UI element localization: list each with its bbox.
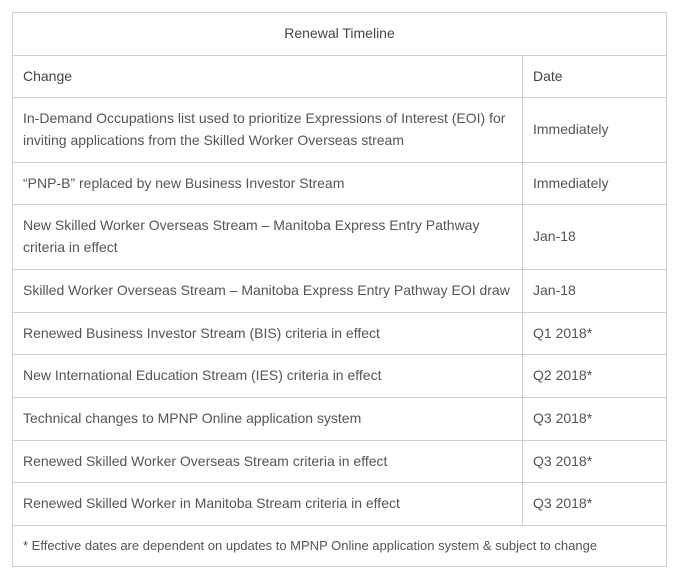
table-row: “PNP-B” replaced by new Business Investo… [13,162,667,205]
cell-change: Renewed Skilled Worker Overseas Stream c… [13,440,523,483]
renewal-timeline-table: Renewal Timeline Change Date In-Demand O… [12,12,667,567]
cell-change: In-Demand Occupations list used to prior… [13,98,523,162]
cell-date: Jan-18 [523,205,667,269]
table-row: In-Demand Occupations list used to prior… [13,98,667,162]
table-row: Technical changes to MPNP Online applica… [13,397,667,440]
table-row: Renewed Skilled Worker Overseas Stream c… [13,440,667,483]
table-row: New Skilled Worker Overseas Stream – Man… [13,205,667,269]
cell-date: Q3 2018* [523,483,667,526]
table-row: Renewed Business Investor Stream (BIS) c… [13,312,667,355]
cell-date: Immediately [523,162,667,205]
table-row: Skilled Worker Overseas Stream – Manitob… [13,269,667,312]
table-row: Renewed Skilled Worker in Manitoba Strea… [13,483,667,526]
cell-change: “PNP-B” replaced by new Business Investo… [13,162,523,205]
table-footnote: * Effective dates are dependent on updat… [13,525,667,566]
cell-date: Q3 2018* [523,397,667,440]
table-title: Renewal Timeline [13,13,667,56]
cell-change: New Skilled Worker Overseas Stream – Man… [13,205,523,269]
cell-date: Immediately [523,98,667,162]
table-footnote-row: * Effective dates are dependent on updat… [13,525,667,566]
column-header-date: Date [523,55,667,98]
cell-change: Renewed Skilled Worker in Manitoba Strea… [13,483,523,526]
cell-date: Q2 2018* [523,355,667,398]
cell-date: Jan-18 [523,269,667,312]
cell-change: New International Education Stream (IES)… [13,355,523,398]
table-row: New International Education Stream (IES)… [13,355,667,398]
cell-date: Q1 2018* [523,312,667,355]
cell-change: Renewed Business Investor Stream (BIS) c… [13,312,523,355]
cell-change: Skilled Worker Overseas Stream – Manitob… [13,269,523,312]
cell-change: Technical changes to MPNP Online applica… [13,397,523,440]
column-header-change: Change [13,55,523,98]
cell-date: Q3 2018* [523,440,667,483]
